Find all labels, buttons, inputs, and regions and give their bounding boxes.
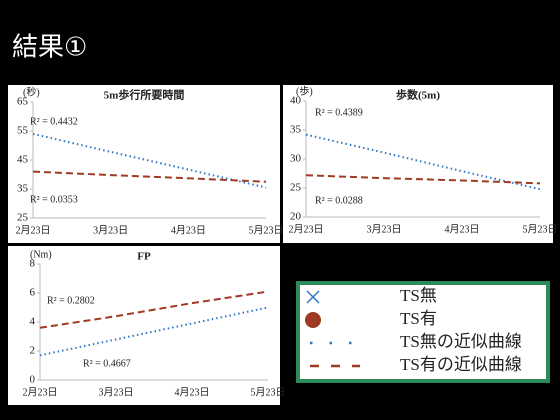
trend-line (39, 290, 269, 329)
y-tick-label: 35 (290, 124, 302, 136)
y-tick-label: 20 (290, 211, 302, 223)
x-tick-label: 3月23日 (367, 223, 402, 235)
y-tick-label: 55 (17, 125, 29, 137)
y-tick-label: 0 (30, 374, 36, 386)
y-tick-label: 65 (17, 96, 29, 108)
y-tick-label: 35 (17, 183, 29, 195)
x-tick-label: 5月23日 (249, 224, 284, 236)
x-tick-label: 3月23日 (93, 224, 128, 236)
y-tick-label: 2 (30, 345, 36, 357)
trend-line (32, 170, 267, 183)
slide-title: 結果① (12, 33, 87, 63)
r2-label: R² = 0.2802 (47, 295, 95, 306)
x-tick-label: 2月23日 (16, 224, 51, 236)
y-tick-label: 25 (290, 182, 302, 194)
r2-label: R² = 0.0288 (315, 195, 363, 206)
legend-marker (306, 290, 320, 304)
y-tick-label: 25 (17, 212, 29, 224)
x-tick-label: 5月23日 (523, 223, 558, 235)
trend-line (32, 132, 267, 189)
trend-line (39, 306, 269, 357)
trend-line (305, 174, 541, 185)
chart-title: 歩数(5m) (396, 88, 440, 102)
legend-label: TS有 (400, 309, 437, 328)
legend-box (296, 281, 550, 383)
legend-label: TS有の近似曲線 (400, 355, 522, 374)
x-tick-label: 5月23日 (251, 386, 286, 398)
y-tick-label: 8 (30, 258, 36, 270)
x-tick-label: 4月23日 (445, 223, 480, 235)
r2-label: R² = 0.4432 (30, 116, 78, 127)
r2-label: R² = 0.4389 (315, 107, 363, 118)
chart-title: FP (137, 251, 151, 263)
y-axis-label: (秒) (23, 85, 40, 98)
y-tick-label: 4 (30, 316, 36, 328)
chart-panel (8, 246, 280, 405)
chart-panel (8, 85, 280, 243)
x-tick-label: 2月23日 (289, 223, 324, 235)
y-tick-label: 30 (290, 153, 302, 165)
y-tick-label: 6 (30, 287, 36, 299)
x-tick-label: 3月23日 (99, 386, 134, 398)
y-tick-label: 40 (290, 95, 302, 107)
y-axis-label: (Nm) (30, 249, 52, 260)
x-tick-label: 4月23日 (175, 386, 210, 398)
legend-marker (305, 312, 321, 328)
x-tick-label: 4月23日 (171, 224, 206, 236)
x-tick-label: 2月23日 (23, 386, 58, 398)
y-tick-label: 45 (17, 154, 29, 166)
chart-title: 5m歩行所要時間 (104, 88, 185, 102)
legend-label: TS無 (400, 286, 437, 305)
legend-label: TS無の近似曲線 (400, 332, 522, 351)
r2-label: R² = 0.0353 (30, 194, 78, 205)
y-axis-label: (歩) (296, 84, 313, 97)
r2-label: R² = 0.4667 (83, 358, 131, 369)
